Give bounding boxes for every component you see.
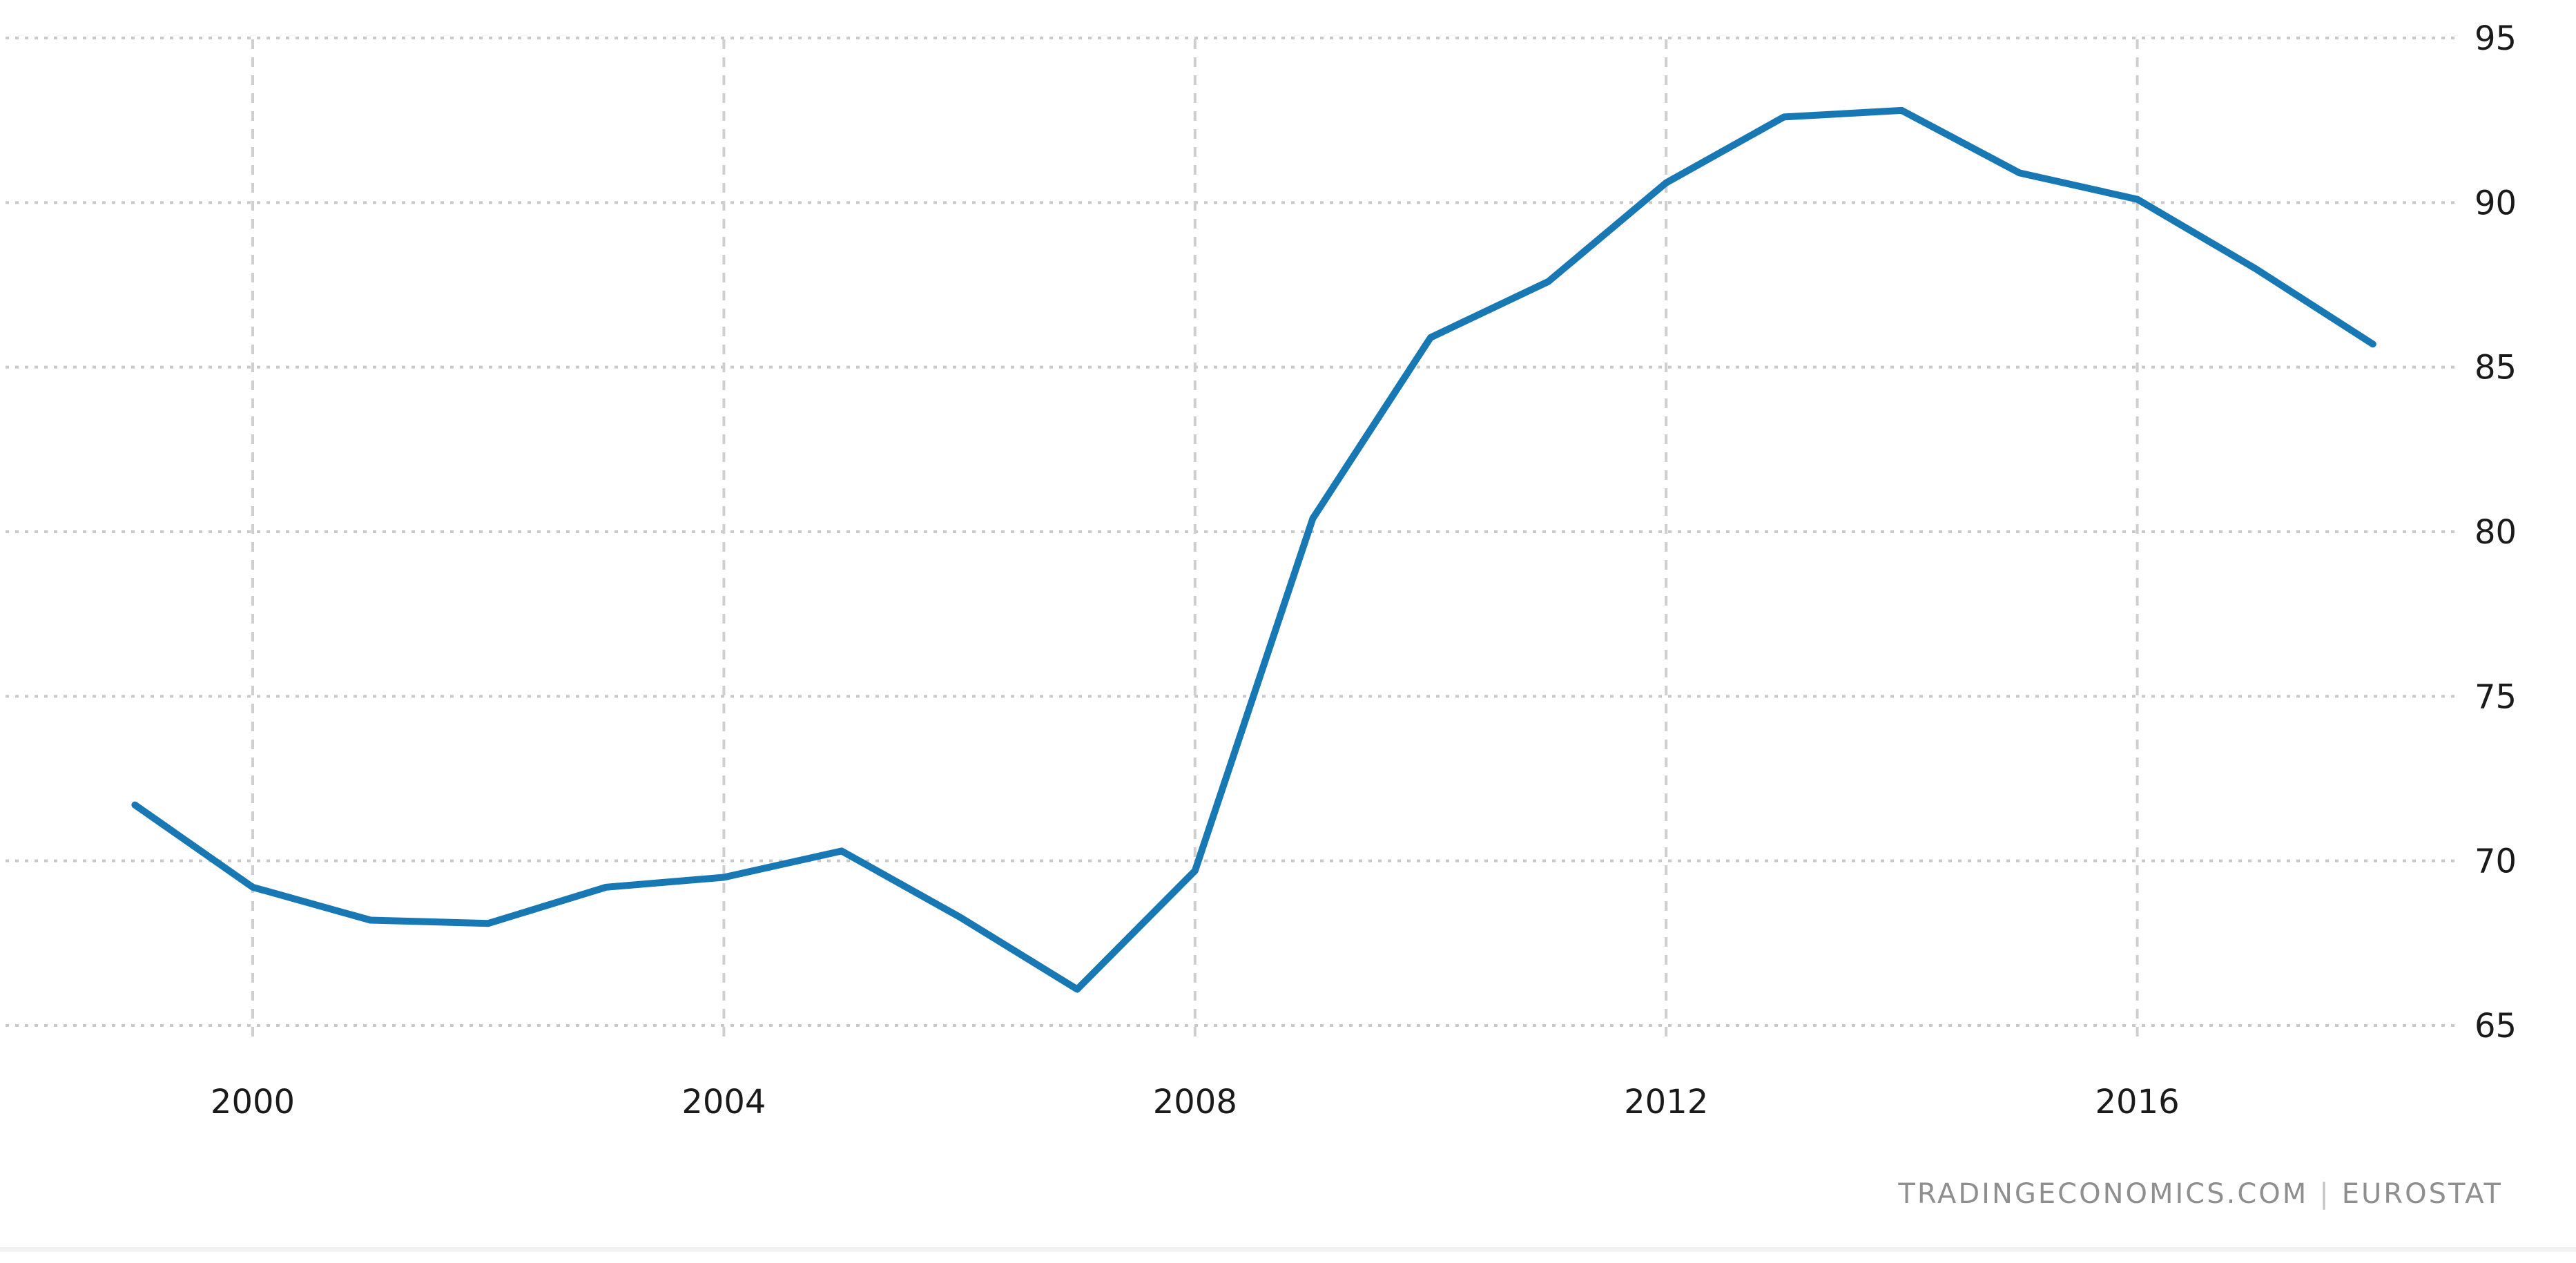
watermark: TRADINGECONOMICS.COM | EUROSTAT — [1898, 1178, 2503, 1210]
bottom-divider — [0, 1247, 2576, 1252]
y-tick-label: 65 — [2475, 1007, 2517, 1045]
watermark-divider: | — [2319, 1178, 2331, 1210]
watermark-brand: TRADINGECONOMICS.COM — [1898, 1178, 2309, 1210]
y-tick-label: 70 — [2475, 842, 2517, 881]
y-tick-label: 85 — [2475, 349, 2517, 387]
y-tick-label: 90 — [2475, 184, 2517, 222]
x-tick-label: 2008 — [1153, 1083, 1237, 1121]
x-tick-label: 2016 — [2095, 1083, 2180, 1121]
y-tick-label: 75 — [2475, 677, 2517, 716]
data-series-line — [131, 106, 2376, 993]
x-tick-label: 2004 — [681, 1083, 766, 1121]
y-tick-label: 80 — [2475, 513, 2517, 552]
watermark-source: EUROSTAT — [2341, 1178, 2503, 1210]
x-tick-label: 2012 — [1624, 1083, 1708, 1121]
y-tick-label: 95 — [2475, 19, 2517, 58]
x-tick-label: 2000 — [211, 1083, 295, 1121]
